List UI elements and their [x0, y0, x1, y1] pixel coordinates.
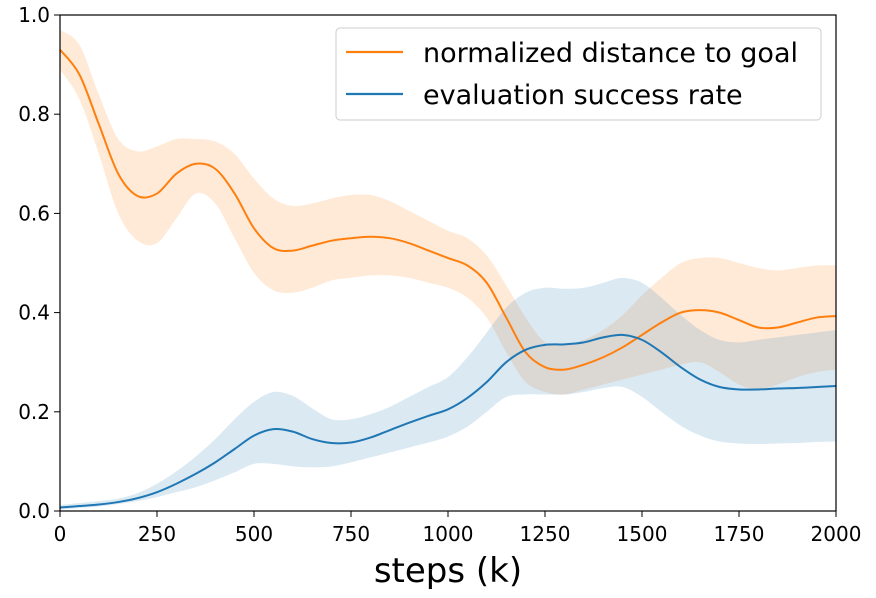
- x-tick-label: 250: [138, 522, 176, 546]
- x-axis-label: steps (k): [374, 551, 522, 591]
- line-success-rate: [59, 333, 837, 509]
- legend-label-distance: normalized distance to goal: [423, 38, 798, 69]
- y-tick-label: 0.8: [18, 102, 50, 126]
- y-tick-label: 0.6: [18, 201, 50, 225]
- x-tick-label: 2000: [811, 522, 862, 546]
- band-distance: [60, 29, 836, 395]
- y-tick-label: 0.4: [18, 301, 50, 325]
- x-axis: 0 250 500 750 1000 1250 1500 1750 2000: [54, 511, 862, 546]
- x-tick-label: 1750: [714, 522, 765, 546]
- y-tick-label: 1.0: [18, 3, 50, 27]
- y-tick-label: 0.0: [18, 499, 50, 523]
- y-axis: 0.0 0.2 0.4 0.6 0.8 1.0: [18, 3, 60, 523]
- y-tick-label: 0.2: [18, 400, 50, 424]
- legend-box: [335, 27, 822, 121]
- x-tick-label: 1250: [520, 522, 571, 546]
- x-tick-label: 1500: [617, 522, 668, 546]
- x-tick-label: 0: [54, 522, 67, 546]
- series-lines: [59, 49, 837, 509]
- legend-label-success-rate: evaluation success rate: [423, 80, 743, 111]
- x-tick-label: 750: [332, 522, 370, 546]
- x-tick-label: 500: [235, 522, 273, 546]
- line-distance: [59, 49, 837, 371]
- legend: normalized distance to goal evaluation s…: [335, 27, 822, 121]
- x-tick-label: 1000: [423, 522, 474, 546]
